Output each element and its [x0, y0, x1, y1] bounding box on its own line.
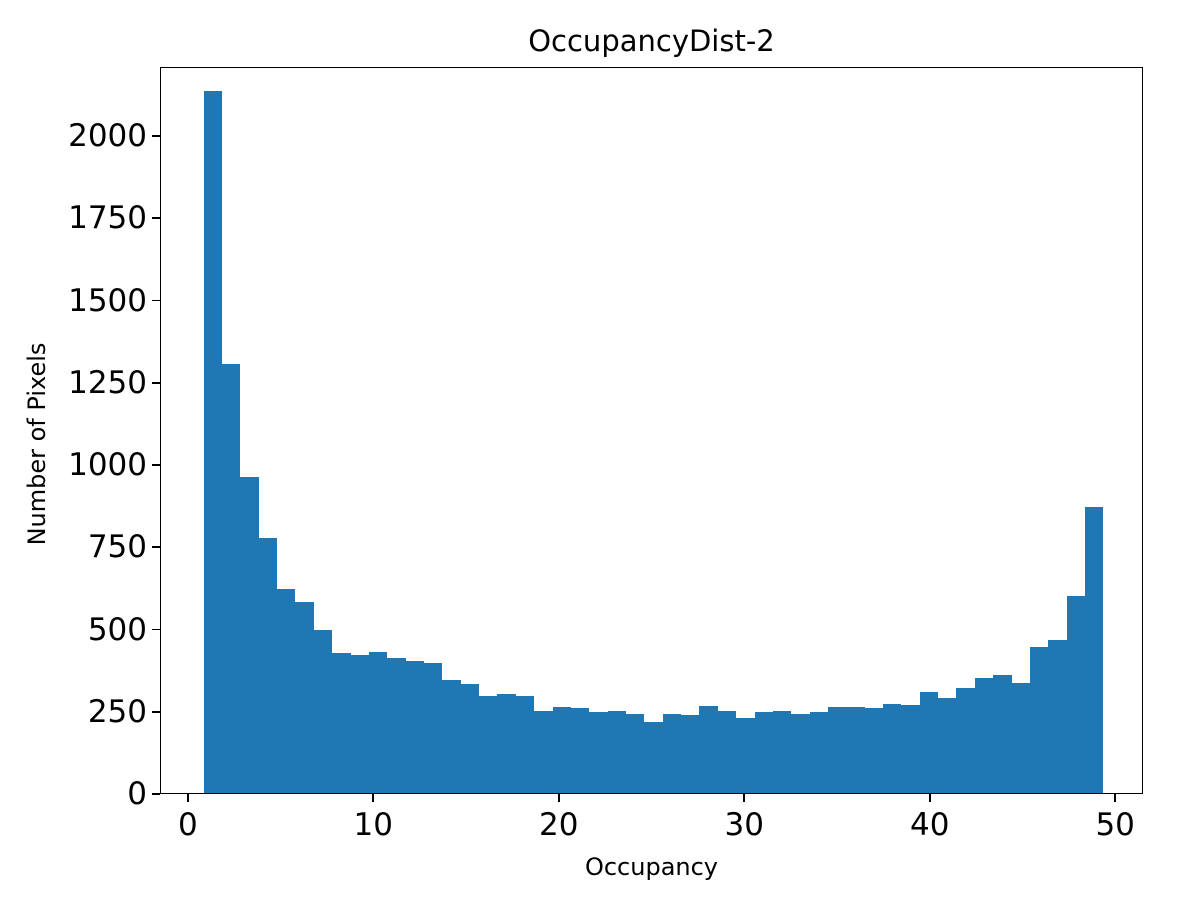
histogram-bar	[1011, 682, 1030, 793]
histogram-bar	[974, 677, 994, 793]
histogram-bar	[515, 695, 535, 793]
histogram-bar	[570, 708, 590, 793]
histogram-bar	[497, 694, 516, 793]
histogram-bar	[901, 704, 920, 793]
y-axis: Number of Pixels 0 250 500 750 1000 1250 1500 1…	[0, 0, 160, 900]
x-tick-label: 20	[539, 807, 579, 843]
y-tick-label: 250	[87, 693, 147, 730]
x-axis: Occupancy 0 10 20 30 40 50	[0, 794, 1200, 900]
x-tick-mark	[1114, 794, 1116, 802]
x-tick-label: 0	[177, 807, 198, 843]
histogram-bar	[277, 589, 296, 793]
y-tick-label: 500	[87, 611, 147, 648]
plot-area	[160, 67, 1143, 794]
histogram-bar	[736, 718, 755, 793]
histogram-bar	[662, 714, 682, 793]
histogram-bar	[772, 710, 792, 793]
y-tick-mark	[152, 546, 160, 549]
histogram-bar	[479, 695, 498, 793]
y-tick-mark	[152, 135, 160, 137]
histogram-bar	[203, 90, 223, 793]
histogram-bar	[1085, 506, 1104, 793]
y-tick-label: 1750	[68, 200, 147, 237]
histogram-bar	[883, 704, 902, 793]
x-axis-label: Occupancy	[584, 853, 719, 881]
histogram-bar	[699, 705, 718, 793]
histogram-bar	[442, 679, 461, 793]
histogram-bar	[460, 684, 480, 793]
histogram-bar	[827, 706, 847, 793]
y-tick-label: 750	[87, 529, 147, 566]
histogram-bar	[607, 710, 626, 793]
histogram-bar	[864, 708, 884, 793]
histogram-bar	[313, 630, 333, 793]
histogram-bar	[809, 712, 828, 793]
x-tick-mark	[928, 794, 931, 802]
histogram-bar	[1066, 595, 1086, 793]
histogram-bar	[644, 722, 663, 793]
x-tick-mark	[372, 794, 375, 802]
y-tick-label: 2000	[68, 118, 147, 155]
histogram-bar	[295, 602, 314, 793]
y-tick-label: 0	[127, 776, 147, 812]
y-tick-mark	[152, 793, 160, 795]
histogram-bar	[423, 663, 443, 793]
x-tick-label: 10	[353, 807, 393, 843]
histogram-bar	[681, 714, 700, 793]
x-tick-label: 30	[724, 807, 764, 843]
histogram-bar	[552, 707, 571, 793]
histogram-bar	[1029, 646, 1049, 793]
histogram-bar	[589, 712, 608, 793]
histogram-bar	[405, 661, 424, 793]
histogram-bar	[791, 714, 810, 793]
x-tick-mark	[186, 794, 189, 802]
x-tick-label: 40	[909, 807, 950, 843]
page-title: OccupancyDist-2	[528, 24, 775, 58]
histogram-bar	[534, 711, 553, 793]
y-tick-mark	[152, 217, 160, 220]
histogram-bar	[919, 691, 939, 793]
y-tick-mark	[152, 710, 160, 713]
histogram-bar	[350, 654, 369, 793]
histogram-bar	[625, 714, 645, 793]
y-tick-label: 1000	[68, 447, 147, 484]
histogram-bar	[387, 658, 406, 793]
y-axis-label: Number of Pixels	[23, 342, 51, 546]
x-tick-mark	[557, 794, 560, 802]
y-tick-mark	[152, 628, 160, 631]
histogram-bar	[956, 687, 975, 793]
histogram-bar	[332, 653, 351, 793]
y-tick-mark	[152, 381, 160, 384]
histogram-bar	[368, 651, 388, 793]
x-tick-label: 50	[1095, 807, 1135, 843]
y-tick-mark	[152, 299, 160, 302]
histogram-bar	[993, 674, 1012, 793]
x-tick-mark	[743, 794, 746, 802]
histogram-bar	[754, 712, 773, 793]
histogram-bar	[717, 710, 737, 793]
y-tick-label: 1500	[68, 282, 147, 319]
histogram-bar	[258, 538, 278, 793]
histogram-bar	[1048, 640, 1067, 793]
histogram-bar	[938, 697, 957, 793]
histogram-bar	[222, 363, 241, 793]
y-tick-mark	[152, 464, 160, 466]
histogram-bar	[240, 477, 259, 793]
histogram-bar	[846, 706, 865, 793]
histogram-bars	[161, 68, 1142, 793]
y-tick-label: 1250	[68, 364, 147, 401]
